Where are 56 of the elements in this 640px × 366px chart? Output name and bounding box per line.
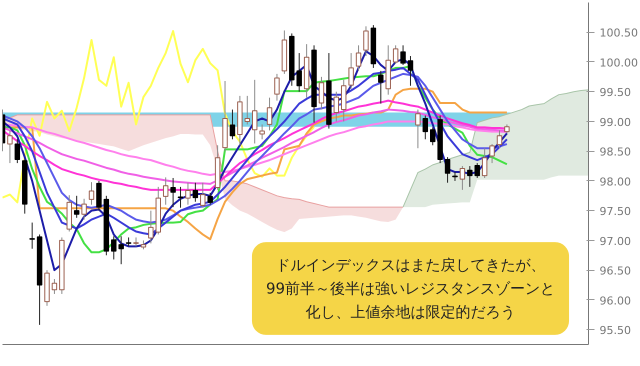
- candlestick: [207, 192, 213, 206]
- y-tick-label: 97.50: [600, 205, 631, 218]
- y-tick-label: 100.50: [600, 26, 638, 40]
- candlestick: [415, 109, 421, 149]
- y-tick-label: 98.50: [600, 146, 631, 159]
- candlestick: [200, 182, 206, 208]
- candlestick: [467, 166, 473, 188]
- candlestick: [170, 177, 176, 208]
- candlestick: [489, 144, 495, 164]
- candlestick: [334, 91, 340, 122]
- candlestick: [81, 198, 87, 220]
- candlestick: [88, 182, 94, 206]
- line-series: [2, 30, 316, 204]
- candlestick: [430, 126, 436, 146]
- candlestick: [363, 26, 369, 57]
- y-tick-label: 98.00: [600, 175, 631, 188]
- candlestick: [378, 70, 384, 104]
- candlestick: [111, 236, 116, 260]
- candlestick: [29, 222, 35, 250]
- y-tick-label: 95.50: [600, 324, 631, 338]
- candlestick: [148, 210, 154, 244]
- candlestick: [340, 79, 346, 122]
- candlestick: [482, 148, 488, 178]
- y-tick-label: 100.00: [600, 56, 638, 70]
- candlestick: [348, 52, 354, 90]
- candlestick: [7, 130, 13, 164]
- candlestick: [259, 124, 265, 140]
- candlestick: [96, 180, 102, 212]
- candlestick: [474, 162, 480, 178]
- candlestick: [74, 195, 80, 218]
- candlestick: [52, 278, 58, 294]
- y-tick-label: 96.00: [600, 294, 631, 308]
- candlestick: [496, 130, 502, 149]
- candlestick: [14, 138, 20, 164]
- candlestick: [296, 52, 302, 92]
- candlestick: [444, 156, 450, 184]
- y-tick-label: 99.50: [600, 86, 631, 100]
- candlestick: [252, 79, 258, 144]
- candlestick: [244, 95, 250, 125]
- candlestick: [318, 76, 324, 110]
- y-tick-label: 99.00: [600, 116, 631, 129]
- candlestick: [118, 236, 124, 265]
- candlestick: [422, 115, 428, 140]
- candlestick: [185, 182, 191, 206]
- candlestick: [192, 182, 198, 202]
- candlestick: [266, 97, 272, 131]
- candlestick: [392, 44, 398, 64]
- candlestick: [356, 44, 362, 72]
- candlestick: [162, 176, 168, 206]
- candlestick: [274, 73, 280, 102]
- y-tick-label: 97.00: [600, 234, 631, 248]
- annotation: ドルインデックスはまた戻してきたが、99前半～後半は強いレジスタンスゾーンと化し、上値余地は限定的だろう: [266, 256, 556, 321]
- y-tick-label: 96.50: [600, 264, 631, 278]
- candlestick: [460, 166, 466, 190]
- candlestick: [178, 186, 184, 208]
- candlestick: [230, 109, 236, 140]
